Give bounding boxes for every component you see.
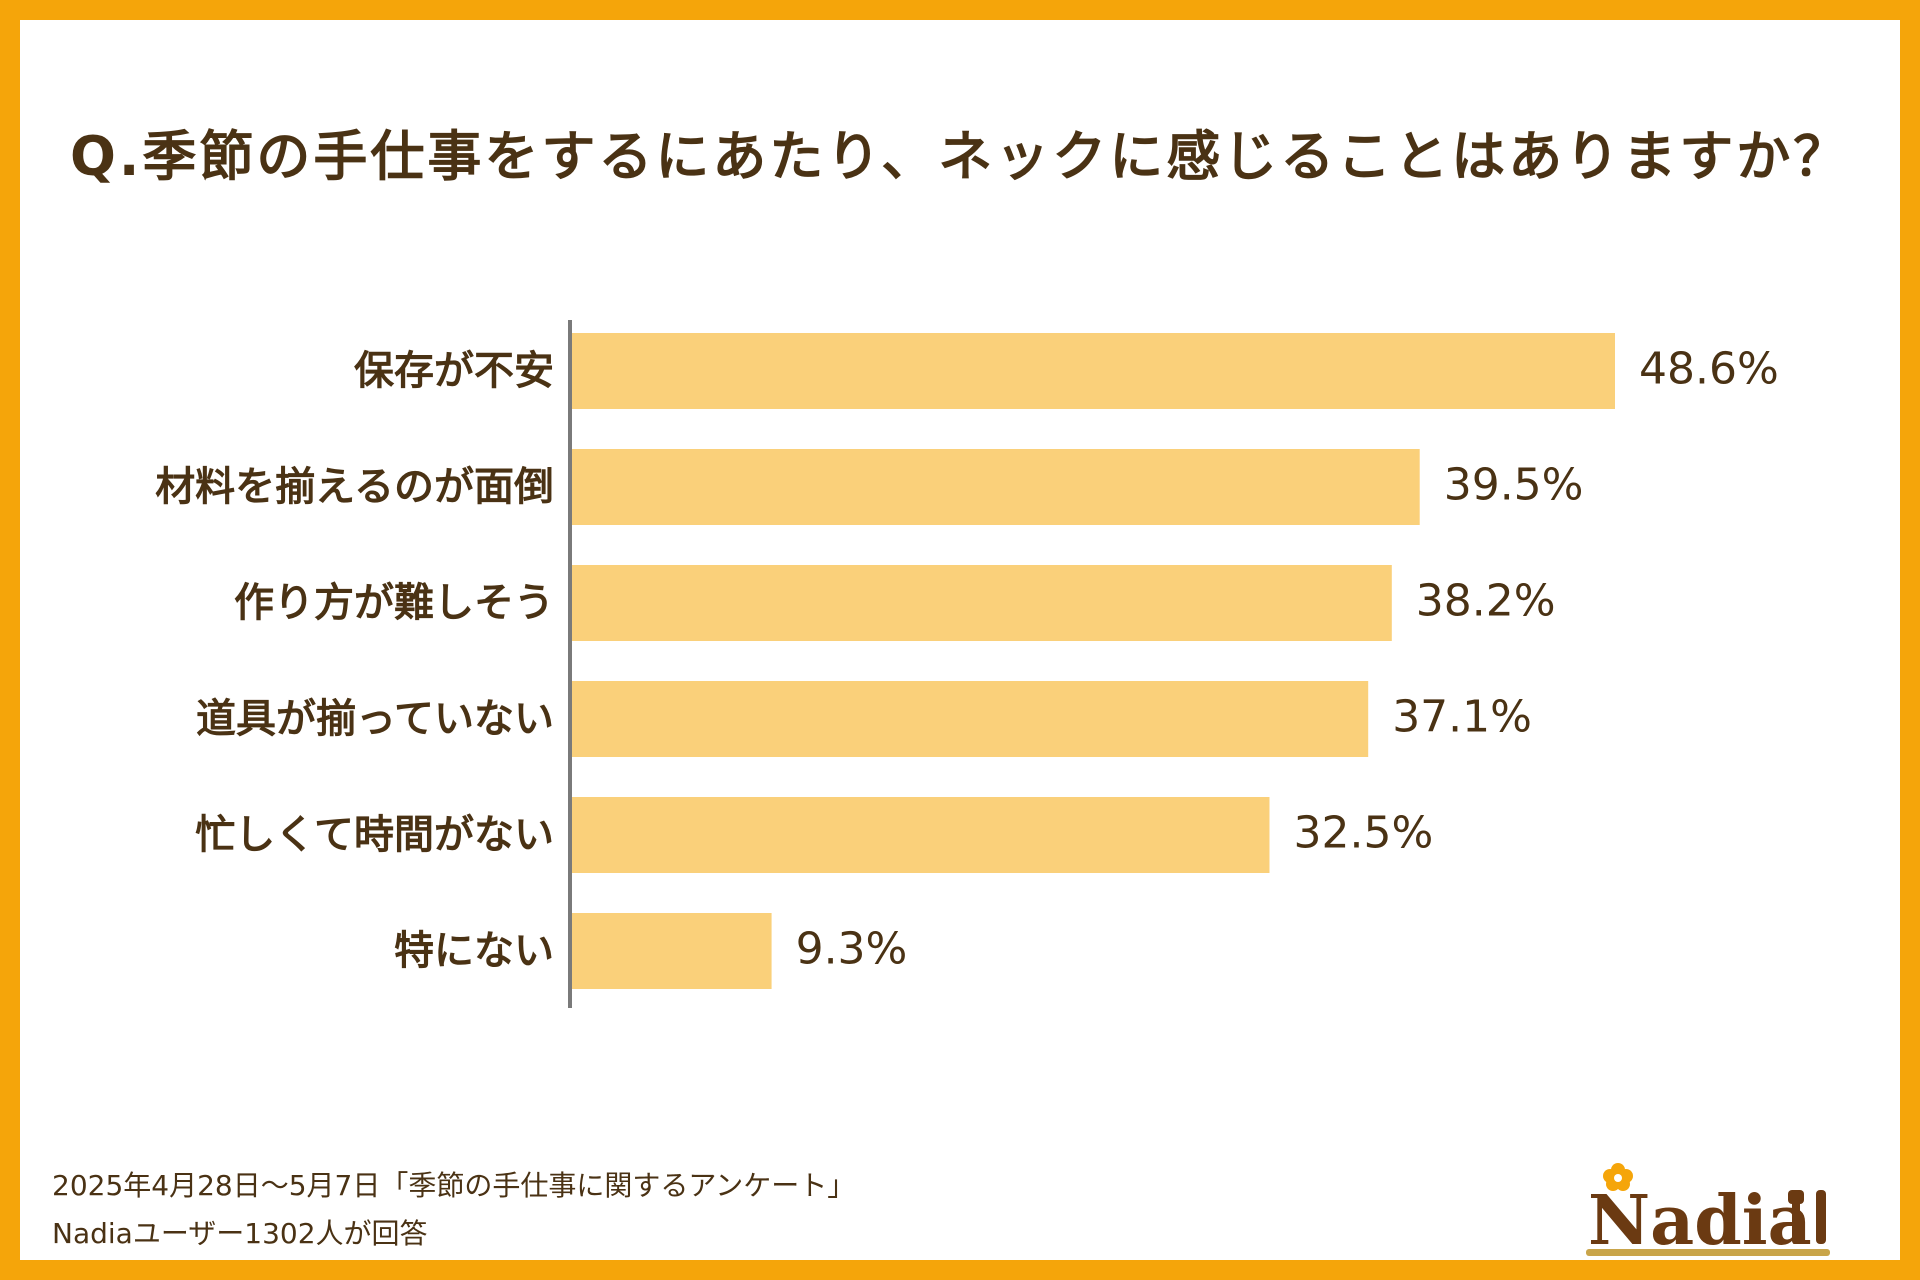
category-label: 道具が揃っていない	[196, 696, 554, 742]
value-label: 38.2%	[1416, 576, 1556, 627]
bar	[572, 797, 1270, 873]
flower-icon	[1603, 1163, 1633, 1191]
nadia-logo: Nadia	[1586, 1163, 1830, 1260]
chart-frame: Q.季節の手仕事をするにあたり、ネックに感じることはありますか？ 保存が不安 48…	[20, 20, 1900, 1260]
value-label: 37.1%	[1392, 692, 1532, 743]
category-label: 忙しくて時間がない	[195, 812, 554, 858]
respondents-note: Nadiaユーザー1302人が回答	[52, 1217, 428, 1250]
bar-chart: 保存が不安 48.6% 材料を揃えるのが面倒 39.5% 作り方が難しそう 38.2% 道具…	[155, 320, 1779, 1008]
category-label: 作り方が難しそう	[234, 580, 554, 626]
bar	[572, 565, 1392, 641]
value-label: 39.5%	[1444, 460, 1584, 511]
chart-title: Q.季節の手仕事をするにあたり、ネックに感じることはありますか？	[70, 125, 1851, 188]
category-label: 保存が不安	[354, 348, 554, 394]
logo-wordmark: Nadia	[1588, 1181, 1812, 1260]
bar	[572, 333, 1615, 409]
logo-underline	[1586, 1249, 1830, 1256]
value-label: 48.6%	[1639, 344, 1779, 395]
fork-knife-icon	[1788, 1190, 1826, 1244]
bar	[572, 913, 772, 989]
bar	[572, 449, 1420, 525]
value-label: 9.3%	[796, 924, 908, 975]
survey-period-note: 2025年4月28日～5月7日「季節の手仕事に関するアンケート」	[52, 1169, 856, 1202]
category-label: 材料を揃えるのが面倒	[155, 464, 554, 510]
bar	[572, 681, 1369, 757]
category-label: 特にない	[394, 928, 554, 974]
value-label: 32.5%	[1293, 808, 1433, 859]
